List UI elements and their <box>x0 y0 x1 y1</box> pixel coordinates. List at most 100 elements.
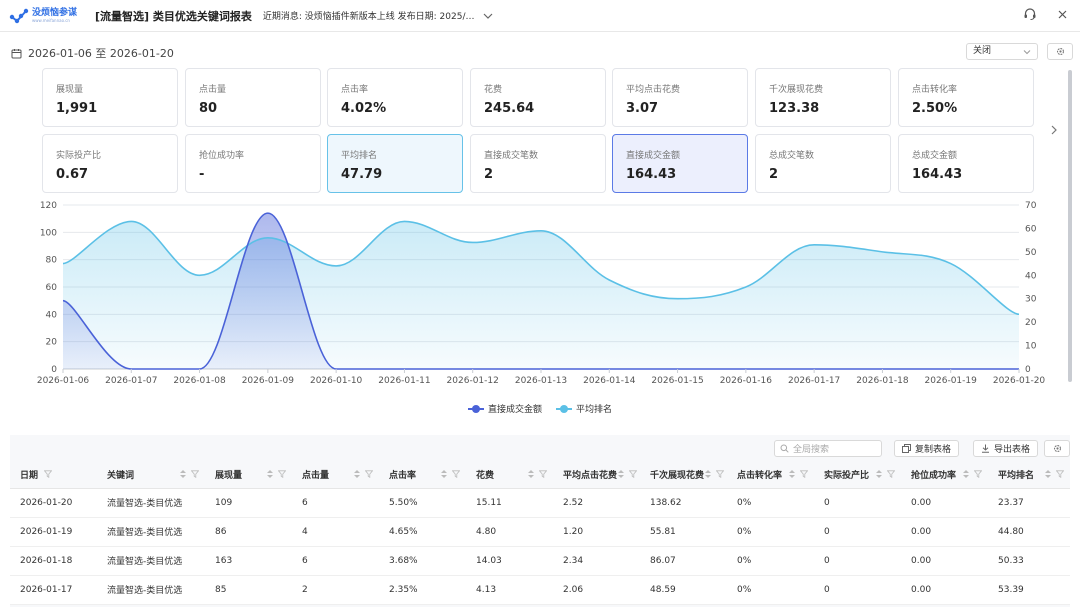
legend-marker <box>556 404 572 413</box>
column-header[interactable]: 平均排名 <box>988 461 1070 489</box>
column-header[interactable]: 抢位成功率 <box>901 461 988 489</box>
table-cell: 0% <box>727 488 814 518</box>
y-left-tick-label: 80 <box>46 256 58 266</box>
table-cell: 2.06 <box>553 575 640 605</box>
filter-icon[interactable] <box>44 470 53 479</box>
metric-card[interactable]: 平均点击花费 3.07 <box>612 68 748 127</box>
y-left-tick-label: 100 <box>40 228 57 238</box>
table-cell: 109 <box>205 488 292 518</box>
headset-icon[interactable] <box>1023 7 1037 21</box>
sort-icon[interactable] <box>440 469 447 479</box>
metric-label: 平均排名 <box>341 151 378 161</box>
metric-card[interactable]: 展现量 1,991 <box>42 68 178 127</box>
sort-icon[interactable] <box>179 469 186 479</box>
filter-icon[interactable] <box>629 470 638 479</box>
filter-icon[interactable] <box>365 470 373 479</box>
metric-card[interactable]: 平均排名 47.79 <box>327 134 463 193</box>
table-settings-button[interactable] <box>1044 439 1070 457</box>
metric-value: 1,991 <box>56 101 98 116</box>
metric-card[interactable]: 实际投产比 0.67 <box>42 134 178 193</box>
scrollbar[interactable] <box>1068 70 1072 382</box>
column-header[interactable]: 实际投产比 <box>814 461 901 489</box>
copy-table-button[interactable]: 复制表格 <box>893 439 959 457</box>
column-header[interactable]: 展现量 <box>205 461 292 489</box>
column-header[interactable]: 千次展现花费 <box>640 461 727 489</box>
logo-url: www.meifannao.cn <box>32 17 70 23</box>
table-cell: 163 <box>205 546 292 576</box>
filter-icon[interactable] <box>887 470 895 479</box>
sort-icon[interactable] <box>266 469 273 479</box>
table-cell: 0.00 <box>901 517 988 547</box>
column-header-label: 实际投产比 <box>824 470 870 481</box>
table-row[interactable]: 2026-01-20 流量智选-类目优选 109 6 5.50% 15.11 2.52 138… <box>10 488 1070 518</box>
y-right-tick-label: 10 <box>1025 342 1037 352</box>
table-row[interactable]: 2026-01-18 流量智选-类目优选 163 6 3.68% 14.03 2.34 86.… <box>10 546 1070 576</box>
keyword-report-table: 日期 关键词 展现量 点击量 点击率 花费 平均点击花费 千次展现花费 点击转化率 实际投产比 抢位… <box>10 461 1070 605</box>
column-header-label: 关键词 <box>107 470 135 481</box>
sort-icon[interactable] <box>788 469 795 479</box>
y-right-tick-label: 70 <box>1025 201 1037 211</box>
column-header[interactable]: 关键词 <box>97 461 205 489</box>
sort-icon[interactable] <box>962 469 969 479</box>
metric-card[interactable]: 千次展现花费 123.38 <box>755 68 891 127</box>
global-search-input[interactable]: 全局搜索 <box>773 439 882 457</box>
metric-card[interactable]: 直接成交金额 164.43 <box>612 134 748 193</box>
column-header[interactable]: 点击率 <box>379 461 466 489</box>
metric-card[interactable]: 直接成交笔数 2 <box>470 134 606 193</box>
metric-card[interactable]: 点击转化率 2.50% <box>898 68 1034 127</box>
column-header[interactable]: 点击量 <box>292 461 379 489</box>
table-cell: 48.59 <box>640 575 727 605</box>
metric-label: 总成交笔数 <box>769 151 815 161</box>
chevron-down-icon[interactable] <box>482 10 494 22</box>
metric-card[interactable]: 抢位成功率 - <box>185 134 321 193</box>
filter-icon[interactable] <box>1056 470 1064 479</box>
table-row[interactable]: 2026-01-17 流量智选-类目优选 85 2 2.35% 4.13 2.06 48.59… <box>10 575 1070 605</box>
filter-icon[interactable] <box>800 470 808 479</box>
date-range[interactable]: 2026-01-06 至 2026-01-20 <box>11 45 174 61</box>
table-cell: 流量智选-类目优选 <box>97 517 205 547</box>
metric-card[interactable]: 总成交笔数 2 <box>755 134 891 193</box>
sort-icon[interactable] <box>704 469 712 479</box>
filter-icon[interactable] <box>191 470 199 479</box>
y-left-tick-label: 120 <box>40 201 57 211</box>
filter-icon[interactable] <box>539 470 547 479</box>
compare-select[interactable]: 关闭 <box>966 43 1038 60</box>
series-direct-amount-area <box>63 213 1019 369</box>
sort-icon[interactable] <box>353 469 360 479</box>
filter-icon[interactable] <box>716 470 725 479</box>
filter-icon[interactable] <box>278 470 286 479</box>
metric-card[interactable]: 总成交金额 164.43 <box>898 134 1034 193</box>
metric-label: 点击量 <box>199 85 227 95</box>
column-header[interactable]: 平均点击花费 <box>553 461 640 489</box>
export-table-button[interactable]: 导出表格 <box>972 439 1038 457</box>
sort-icon[interactable] <box>875 469 882 479</box>
report-content: 2026-01-06 至 2026-01-20 关闭 展现量 1,991 点击量 80… <box>0 32 1080 607</box>
metric-label: 直接成交金额 <box>626 151 681 161</box>
news-ticker[interactable]: 近期消息: 没烦恼插件新版本上线 发布日期: 2025/… <box>262 12 475 22</box>
settings-button[interactable] <box>1047 43 1073 60</box>
table-row[interactable]: 2026-01-19 流量智选-类目优选 86 4 4.65% 4.80 1.20 55.81… <box>10 517 1070 547</box>
metric-value: 2 <box>484 167 494 182</box>
column-header[interactable]: 花费 <box>466 461 553 489</box>
table-cell: 0 <box>814 488 901 518</box>
legend-item-avg-rank[interactable]: 平均排名 <box>556 402 612 415</box>
metric-card[interactable]: 点击量 80 <box>185 68 321 127</box>
title-bar: 没烦恼参谋 www.meifannao.cn [流量智选] 类目优选关键词报表 … <box>0 0 1080 32</box>
metric-card[interactable]: 花费 245.64 <box>470 68 606 127</box>
sort-icon[interactable] <box>617 469 625 479</box>
filter-icon[interactable] <box>452 470 460 479</box>
column-header[interactable]: 日期 <box>10 461 97 489</box>
filter-icon[interactable] <box>974 470 982 479</box>
sort-icon[interactable] <box>527 469 534 479</box>
y-right-tick-label: 30 <box>1025 295 1037 305</box>
column-header[interactable]: 点击转化率 <box>727 461 814 489</box>
column-header-label: 花费 <box>476 470 495 481</box>
close-icon[interactable] <box>1057 9 1068 20</box>
legend-item-direct-amount[interactable]: 直接成交金额 <box>467 402 542 415</box>
sort-icon[interactable] <box>1044 469 1051 479</box>
chevron-right-icon[interactable] <box>1050 124 1058 136</box>
x-tick-label: 2026-01-12 <box>447 376 499 386</box>
table-cell: 3.68% <box>379 546 466 576</box>
metric-label: 千次展现花费 <box>769 85 824 95</box>
metric-card[interactable]: 点击率 4.02% <box>327 68 463 127</box>
